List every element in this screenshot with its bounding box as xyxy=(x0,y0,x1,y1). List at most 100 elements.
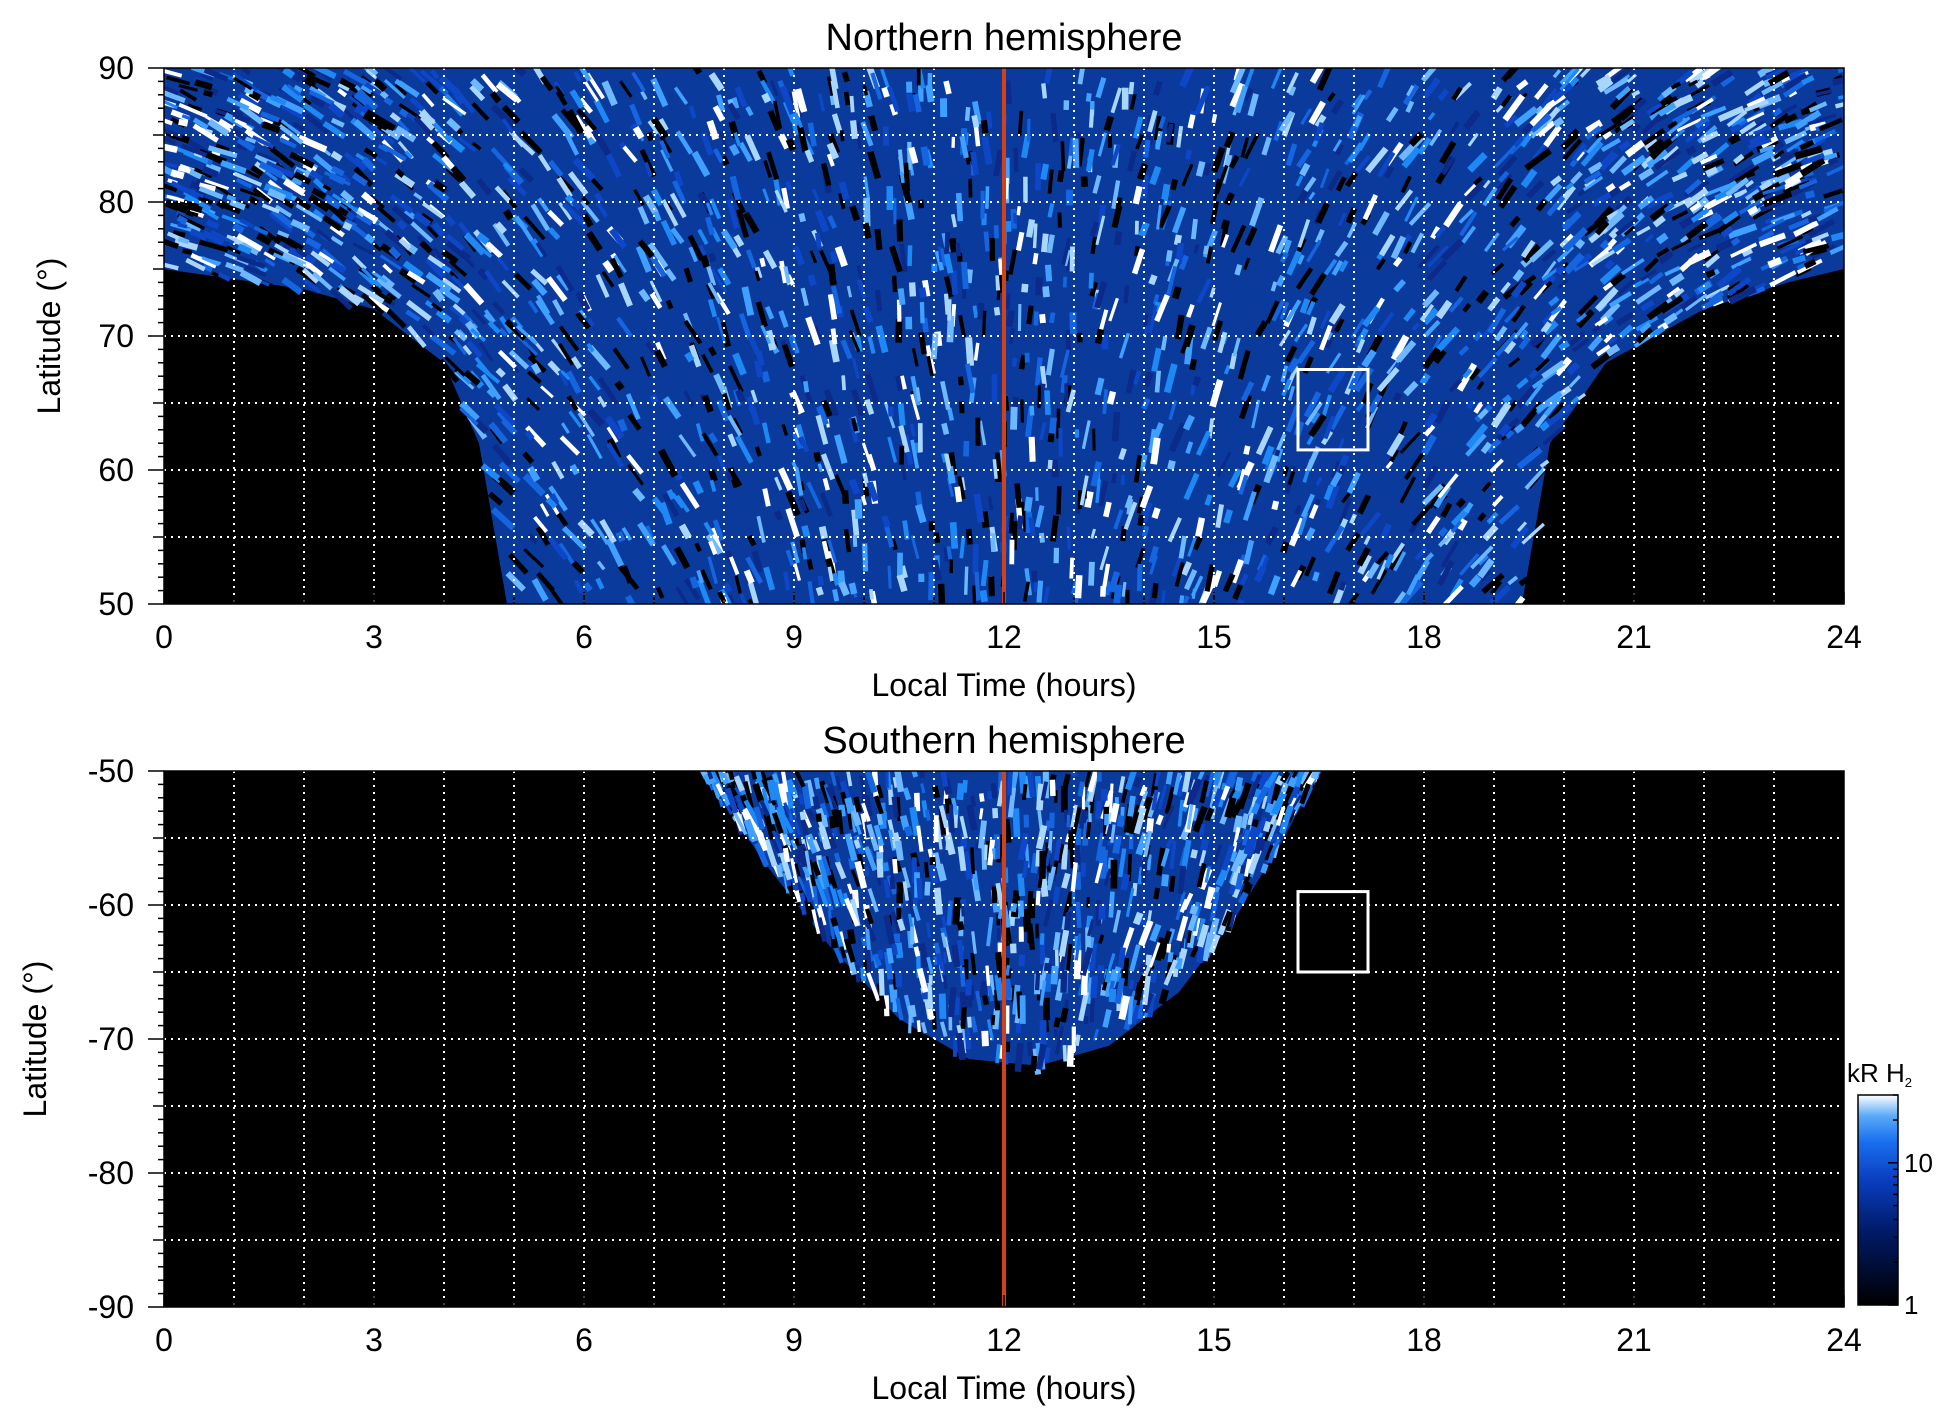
emission-streak xyxy=(1098,309,1109,331)
emission-streak xyxy=(601,80,618,107)
emission-streak xyxy=(1209,287,1216,298)
emission-streak xyxy=(311,187,327,200)
emission-streak xyxy=(1024,908,1032,930)
emission-streak xyxy=(1058,929,1070,957)
emission-streak xyxy=(964,363,976,394)
emission-streak xyxy=(328,266,347,282)
emission-streak xyxy=(347,221,370,240)
emission-streak xyxy=(1730,117,1746,128)
emission-streak xyxy=(330,235,344,247)
emission-streak xyxy=(1232,584,1244,600)
emission-streak xyxy=(1620,258,1645,276)
emission-streak xyxy=(536,571,556,593)
emission-streak xyxy=(1520,239,1536,259)
emission-streak xyxy=(1167,459,1176,470)
emission-streak xyxy=(329,288,353,311)
emission-streak xyxy=(906,81,913,93)
emission-streak xyxy=(895,997,904,1021)
emission-streak xyxy=(476,178,493,196)
emission-streak xyxy=(264,258,276,267)
emission-streak xyxy=(1403,452,1425,481)
emission-streak xyxy=(1735,184,1761,203)
emission-streak xyxy=(637,205,650,225)
emission-streak xyxy=(827,133,841,155)
emission-streak xyxy=(790,541,800,564)
emission-streak xyxy=(1458,345,1470,356)
emission-streak xyxy=(965,979,973,996)
emission-streak xyxy=(756,515,766,543)
emission-streak xyxy=(445,239,472,262)
emission-streak xyxy=(604,415,625,440)
emission-streak xyxy=(1074,871,1082,890)
emission-streak xyxy=(411,283,431,299)
emission-streak xyxy=(1110,859,1118,889)
emission-streak xyxy=(203,89,214,98)
emission-streak xyxy=(230,106,244,117)
emission-streak xyxy=(1575,312,1588,323)
emission-streak xyxy=(708,432,719,444)
emission-streak xyxy=(866,481,880,503)
emission-streak xyxy=(697,228,709,245)
emission-streak xyxy=(1670,81,1682,90)
emission-streak xyxy=(1084,771,1095,788)
emission-streak xyxy=(463,369,481,386)
emission-streak xyxy=(1591,324,1601,334)
emission-streak xyxy=(395,168,405,178)
emission-streak xyxy=(1417,244,1440,269)
emission-streak xyxy=(1362,305,1381,328)
emission-streak xyxy=(507,176,528,197)
emission-streak xyxy=(1501,236,1519,252)
emission-streak xyxy=(523,548,545,569)
emission-streak xyxy=(181,114,191,121)
emission-streak xyxy=(452,336,467,356)
emission-streak xyxy=(1456,518,1468,531)
emission-streak xyxy=(1503,114,1519,128)
emission-streak xyxy=(886,947,894,964)
emission-streak xyxy=(1638,167,1655,181)
emission-streak xyxy=(778,310,789,328)
emission-streak xyxy=(835,775,842,791)
emission-streak xyxy=(1565,200,1584,215)
emission-streak xyxy=(908,282,917,297)
emission-streak xyxy=(421,323,435,338)
emission-streak xyxy=(1113,509,1124,530)
emission-streak xyxy=(907,1004,917,1018)
emission-streak xyxy=(1480,441,1492,454)
emission-streak xyxy=(295,247,308,259)
emission-streak xyxy=(1171,206,1187,234)
emission-streak xyxy=(959,991,967,1008)
emission-streak xyxy=(1727,223,1758,240)
emission-streak xyxy=(1422,347,1441,370)
emission-streak xyxy=(920,1022,928,1034)
emission-streak xyxy=(1730,242,1758,258)
emission-streak xyxy=(177,222,188,229)
emission-streak xyxy=(1609,271,1627,287)
emission-streak xyxy=(689,576,699,589)
emission-streak xyxy=(1034,505,1045,528)
emission-streak xyxy=(1577,392,1587,401)
emission-streak xyxy=(164,236,179,250)
emission-streak xyxy=(1079,475,1089,506)
emission-streak xyxy=(1107,134,1113,148)
emission-streak xyxy=(899,814,910,831)
emission-streak xyxy=(1432,334,1443,351)
emission-streak xyxy=(1357,553,1372,575)
emission-streak xyxy=(687,234,705,262)
emission-streak xyxy=(166,75,191,86)
emission-streak xyxy=(728,556,740,576)
emission-streak xyxy=(846,883,854,894)
emission-streak xyxy=(1151,347,1162,373)
emission-streak xyxy=(536,294,551,315)
emission-streak xyxy=(1148,545,1160,564)
emission-streak xyxy=(1163,959,1178,986)
emission-streak xyxy=(705,533,723,555)
emission-streak xyxy=(1615,311,1635,327)
emission-streak xyxy=(289,68,308,82)
emission-streak xyxy=(413,192,423,201)
emission-streak xyxy=(1733,188,1748,199)
emission-streak xyxy=(716,316,727,344)
emission-streak xyxy=(587,317,595,327)
emission-streak xyxy=(666,489,676,500)
emission-streak xyxy=(556,274,571,292)
emission-streak xyxy=(990,1014,996,1026)
